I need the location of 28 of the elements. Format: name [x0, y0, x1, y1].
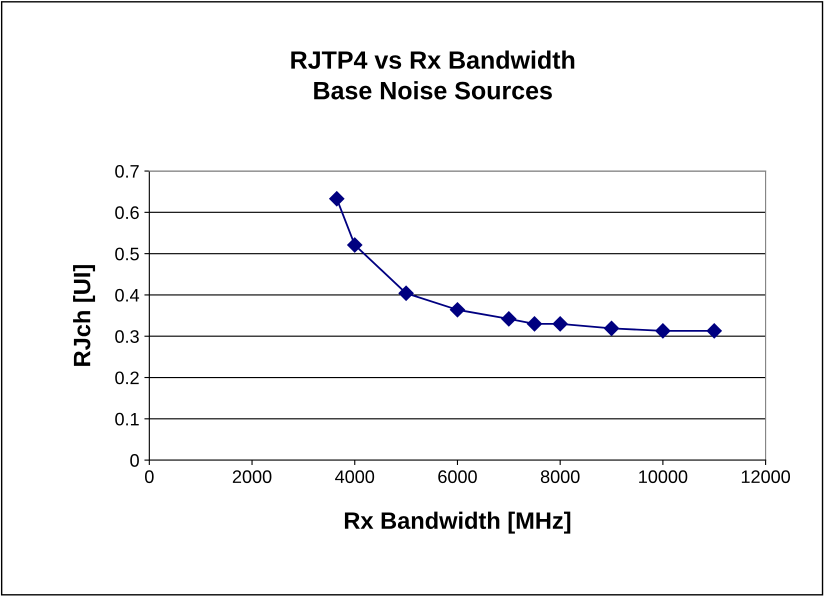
- y-tick-label: 0.2: [115, 371, 139, 384]
- point: [398, 286, 414, 301]
- y-axis-title: RJch [UI]: [73, 265, 96, 366]
- y-tick-label: 0: [130, 454, 139, 467]
- point: [329, 191, 344, 206]
- x-tick-label: 6000: [438, 470, 477, 484]
- point: [347, 237, 362, 253]
- y-tick-label: 0.7: [115, 164, 139, 178]
- x-tick-label: 4000: [335, 470, 374, 484]
- point: [604, 320, 620, 336]
- y-tick-label: 0.4: [115, 288, 140, 302]
- point: [526, 316, 542, 332]
- point: [450, 302, 466, 318]
- y-tick-label: 0.5: [115, 248, 139, 260]
- x-axis-title: Rx Bandwidth [MHz]: [344, 512, 570, 534]
- y-tick-label: 0.6: [115, 206, 139, 220]
- y-tick-label: 0.3: [115, 330, 139, 343]
- x-tick-label: 0: [145, 470, 154, 484]
- x-tick-label: 8000: [540, 470, 580, 484]
- y-tick-label: 0.1: [115, 412, 139, 426]
- x-tick-label: 12000: [742, 470, 790, 484]
- point: [552, 316, 568, 332]
- x-tick-label: 2000: [232, 470, 272, 484]
- point: [501, 311, 516, 326]
- point: [655, 323, 670, 338]
- chart-title: RJTP4 vs Rx Bandwidth Base Noise Sources: [291, 50, 574, 100]
- point: [706, 323, 722, 338]
- x-tick-label: 10000: [639, 470, 688, 484]
